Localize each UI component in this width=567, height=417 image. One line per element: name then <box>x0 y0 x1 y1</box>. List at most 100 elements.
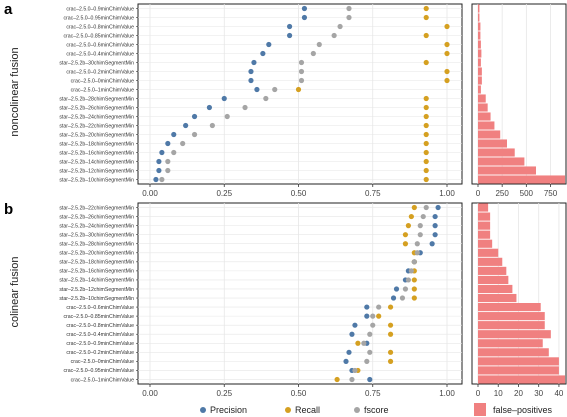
panel-b-bar-x-tick-label: 0 <box>476 389 481 398</box>
panel-b-fp-bar <box>478 293 517 303</box>
panel-b-category-label: star–2.5.2b–18chimSegmentMin <box>59 260 134 266</box>
panel-a-recall-point <box>423 122 429 129</box>
panel-b-category-label: crac–2.5.0–0.2minChimValue <box>66 350 134 356</box>
panel-b-fscore-point <box>370 313 376 319</box>
panel-a-category-label: star–2.5.2b–22chimSegmentMin <box>59 123 134 129</box>
panel-b-x-tick-label: 0.25 <box>216 389 232 398</box>
panel-a-fscore-point <box>298 77 305 84</box>
panel-b-recall-point <box>408 213 414 220</box>
panel-b-category-label: star–2.5.2b–14chimSegmentMin <box>59 278 134 284</box>
panel-a-recall-point <box>423 140 429 147</box>
panel-b-fp-bar <box>478 230 491 239</box>
panel-a-precision-point <box>254 86 260 93</box>
panel-a-category-label: crac–2.5.0–0.8minChimValue <box>66 24 134 30</box>
panel-a-fp-bar <box>478 13 480 22</box>
panel-a-recall-point <box>295 86 302 93</box>
panel-b-fp-bar <box>478 257 503 266</box>
panel-b-fscore-point <box>420 213 426 220</box>
panel-b-fp-bar <box>478 275 509 284</box>
panel-a-fscore-point <box>242 104 248 111</box>
panel-a-x-tick-label: 1.00 <box>439 189 455 198</box>
panel-b: 0.00 0.25 0.50 0.75 1.00 star–2.5.2b–22chimSe… <box>59 202 567 398</box>
panel-b-fp-bar <box>478 212 491 221</box>
panel-b-fp-bar <box>478 239 493 248</box>
panel-b-fp-bar <box>478 303 541 312</box>
panel-a-fp-bar <box>478 130 501 139</box>
panel-b-precision-point <box>432 223 438 229</box>
panel-b-fscore-point <box>364 358 370 364</box>
panel-a-recall-point <box>423 131 429 138</box>
panel-b-bar-x-tick-label: 30 <box>534 389 543 398</box>
panel-a-category-label: crac–2.5.0–0.85minChimValue <box>63 33 134 39</box>
panel-a-x-tick-label: 0.25 <box>216 189 232 198</box>
panel-b-letter: b <box>4 201 13 218</box>
panel-a-fscore-point <box>310 50 316 57</box>
panel-a-recall-point <box>423 104 429 111</box>
legend-fscore-label: fscore <box>364 405 389 415</box>
panel-b-fscore-point <box>367 331 373 337</box>
panel-a-precision-point <box>191 113 198 120</box>
panel-a-recall-point <box>444 50 450 57</box>
panel-a-fp-bar <box>478 49 482 58</box>
panel-a-fp-bar <box>478 121 495 130</box>
panel-b-x-tick-label: 0.50 <box>291 389 307 398</box>
legend-recall-label: Recall <box>295 405 320 415</box>
panel-b-category-label: star–2.5.2b–22chimSegmentMin <box>59 205 134 211</box>
panel-a-category-label: star–2.5.2b–12chimSegmentMin <box>59 168 134 174</box>
panel-a-precision-point <box>260 50 266 57</box>
panel-b-recall-point <box>334 376 340 383</box>
panel-a-category-label: crac–2.5.0–0.6minChimValue <box>66 42 134 48</box>
panel-a-fp-bar <box>478 166 536 175</box>
panel-b-category-label: star–2.5.2b–12chimSegmentMin <box>59 287 134 293</box>
panel-a-recall-point <box>423 95 429 102</box>
panel-b-recall-point <box>355 340 361 346</box>
panel-b-fscore-point <box>417 223 423 229</box>
panel-a-precision-point <box>248 68 254 75</box>
panel-b-precision-point <box>390 295 397 301</box>
panel-a-letter: a <box>4 1 13 18</box>
panel-a-bar-frame <box>471 3 567 185</box>
legend-precision-marker <box>200 407 206 413</box>
panel-a-fp-bar <box>478 157 525 166</box>
panel-a-recall-point <box>423 113 429 120</box>
panel-b-fscore-point <box>408 268 414 274</box>
panel-b-recall-point <box>387 322 394 328</box>
panel-b-category-label: star–2.5.2b–30chimSegmentMin <box>59 232 134 238</box>
panel-b-recall-point <box>411 286 417 292</box>
panel-a-precision-point <box>286 23 293 30</box>
panel-a-fscore-point <box>165 167 171 174</box>
legend-fp-label: false–positives <box>493 405 553 415</box>
panel-a-fp-bar <box>478 40 481 49</box>
panel-a-category-label: star–2.5.2b–26chimSegmentMin <box>59 105 134 111</box>
panel-b-recall-point <box>387 304 394 310</box>
panel-b-recall-point <box>387 349 394 355</box>
panel-a-precision-point <box>266 41 272 48</box>
panel-b-precision-point <box>349 331 355 337</box>
panel-a-fp-bar <box>478 76 482 85</box>
panel-a-side-label: noncolinear fusion <box>9 47 21 136</box>
panel-b-category-label: crac–2.5.0–0.4minChimValue <box>66 332 134 338</box>
panel-b-fscore-point <box>414 241 420 247</box>
panel-a-precision-point <box>206 104 212 111</box>
panel-a-recall-point <box>444 68 450 75</box>
panel-a-recall-point <box>423 14 429 21</box>
panel-b-recall-point <box>387 331 394 337</box>
panel-a-fp-bar <box>478 175 565 184</box>
panel-b-recall-point <box>411 295 417 301</box>
panel-b-side-label: colinear fusion <box>9 257 21 328</box>
panel-a-fp-bar <box>478 148 515 157</box>
panel-a-precision-point <box>183 122 189 129</box>
panel-b-fscore-point <box>414 250 420 256</box>
panel-a-precision-point <box>156 158 162 165</box>
panel-b-x-tick-label: 1.00 <box>439 389 455 398</box>
panel-b-fscore-point <box>423 204 429 211</box>
panel-b-precision-point <box>429 241 435 247</box>
panel-b-bar-frame <box>471 202 567 385</box>
panel-b-x-tick-label: 0.00 <box>142 389 158 398</box>
panel-a-category-label: star–2.5.2b–20chimSegmentMin <box>59 132 134 138</box>
panel-a-fscore-point <box>209 122 215 129</box>
panel-a-category-label: crac–2.5.0–0.2minChimValue <box>66 69 134 75</box>
panel-b-category-label: star–2.5.2b–26chimSegmentMin <box>59 214 134 220</box>
panel-a-fscore-point <box>263 95 269 102</box>
